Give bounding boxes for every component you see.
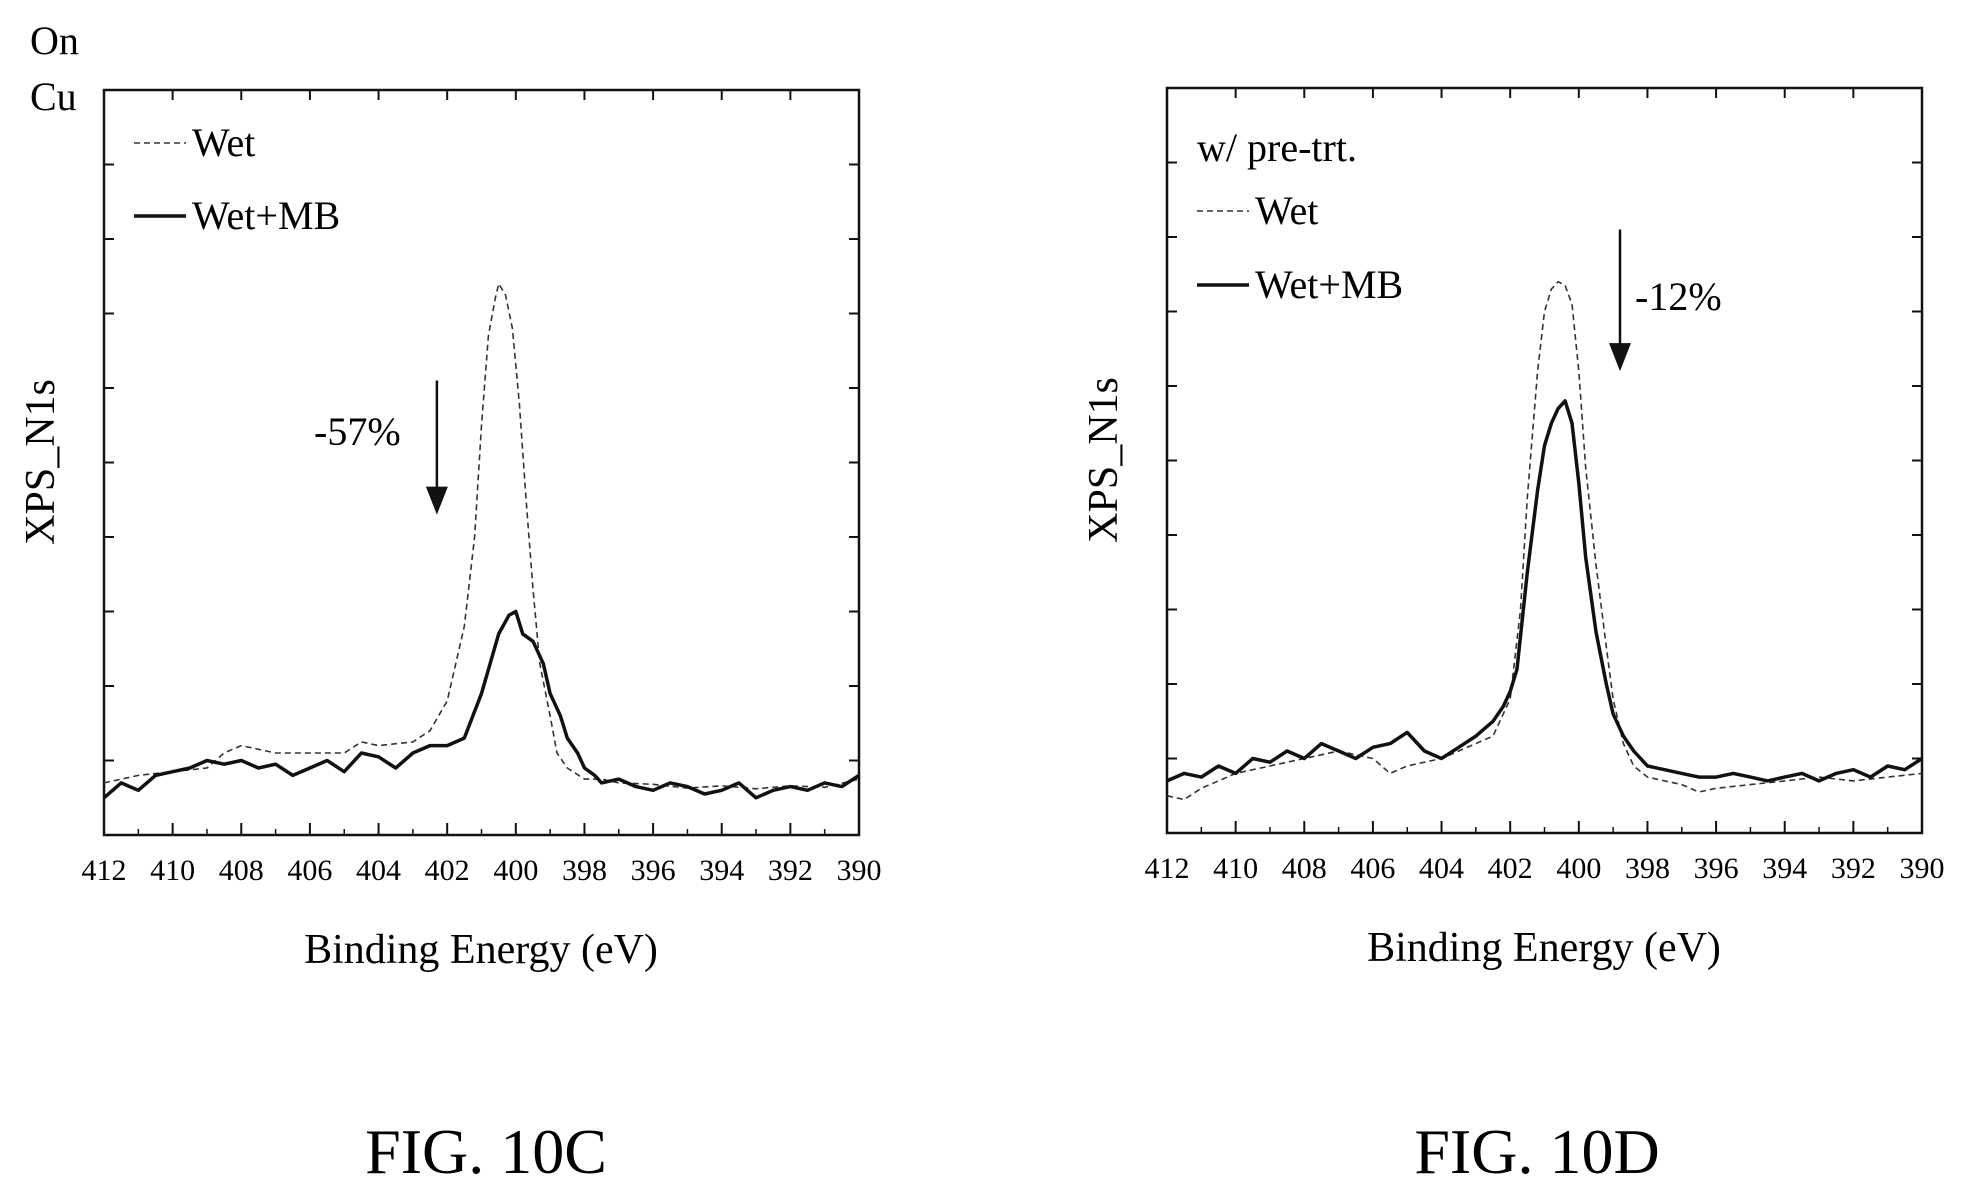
x-tick-label: 390 (1900, 852, 1945, 885)
annotation-label: -57% (314, 409, 401, 454)
x-tick-label: 394 (1762, 852, 1807, 885)
y-axis-title: XPS_N1s (1081, 377, 1127, 543)
x-tick-label: 410 (1213, 852, 1258, 885)
figure-caption: FIG. 10C (365, 1116, 607, 1187)
legend-label-wet: Wet (192, 120, 255, 165)
x-tick-label: 412 (1145, 852, 1190, 885)
change-annotation: -57% (314, 380, 448, 515)
x-tick-label: 396 (1694, 852, 1739, 885)
x-tick-label: 406 (1350, 852, 1395, 885)
x-tick-label: 404 (356, 854, 401, 887)
series-layer (102, 282, 860, 800)
y-axis-title: XPS_N1s (18, 379, 64, 545)
x-tick-label: 402 (1488, 852, 1533, 885)
series-layer (1166, 280, 1923, 801)
x-ticks: 412 410 408 406 404 402 400 398 396 394 392 390 (1145, 88, 1945, 885)
y-tick-marks (1167, 161, 1922, 760)
legend-label-wet-mb: Wet+MB (1255, 262, 1403, 307)
x-tick-label: 404 (1419, 852, 1464, 885)
change-annotation: -12% (1609, 229, 1722, 372)
series-line-wet-mb (1166, 399, 1923, 783)
x-tick-label: 396 (631, 854, 676, 887)
panel-fig-10c: On Cu 412 410 408 406 404 402 400 398 396 394 392 3… (18, 18, 882, 1187)
x-tick-label: 402 (425, 854, 470, 887)
legend-label-wet: Wet (1255, 188, 1318, 233)
annotation-arrow-head (1609, 343, 1631, 372)
x-tick-label: 408 (219, 854, 264, 887)
series-line-wet-mb (102, 609, 860, 800)
x-tick-label: 392 (768, 854, 813, 887)
y-tick-marks (104, 163, 859, 762)
sample-label-line-2: Cu (30, 74, 77, 119)
x-tick-label: 390 (837, 854, 882, 887)
x-tick-label: 408 (1282, 852, 1327, 885)
x-tick-label: 398 (1625, 852, 1670, 885)
x-tick-label: 406 (287, 854, 332, 887)
figure-caption: FIG. 10D (1414, 1116, 1659, 1187)
x-tick-label: 398 (562, 854, 607, 887)
annotation-label: -12% (1635, 274, 1722, 319)
x-ticks: 412 410 408 406 404 402 400 398 396 394 392 390 (82, 90, 882, 887)
series-line-wet (103, 282, 860, 790)
legend: Wet Wet+MB (1197, 188, 1403, 307)
legend: Wet Wet+MB (134, 120, 340, 238)
x-tick-label: 392 (1831, 852, 1876, 885)
x-axis-title: Binding Energy (eV) (1367, 925, 1721, 971)
x-tick-label: 412 (82, 854, 127, 887)
x-tick-label: 394 (699, 854, 744, 887)
x-tick-label: 410 (150, 854, 195, 887)
x-axis-title: Binding Energy (eV) (304, 927, 658, 973)
series-line-wet (1166, 280, 1923, 801)
legend-label-wet-mb: Wet+MB (192, 193, 340, 238)
sample-label-line-1: On (30, 18, 79, 63)
inset-label: w/ pre-trt. (1197, 125, 1357, 170)
panel-fig-10d: 412 410 408 406 404 402 400 398 396 394 392 390 w/ … (1081, 86, 1945, 1187)
x-tick-label: 400 (1556, 852, 1601, 885)
annotation-arrow-head (425, 486, 448, 515)
x-tick-label: 400 (493, 854, 538, 887)
